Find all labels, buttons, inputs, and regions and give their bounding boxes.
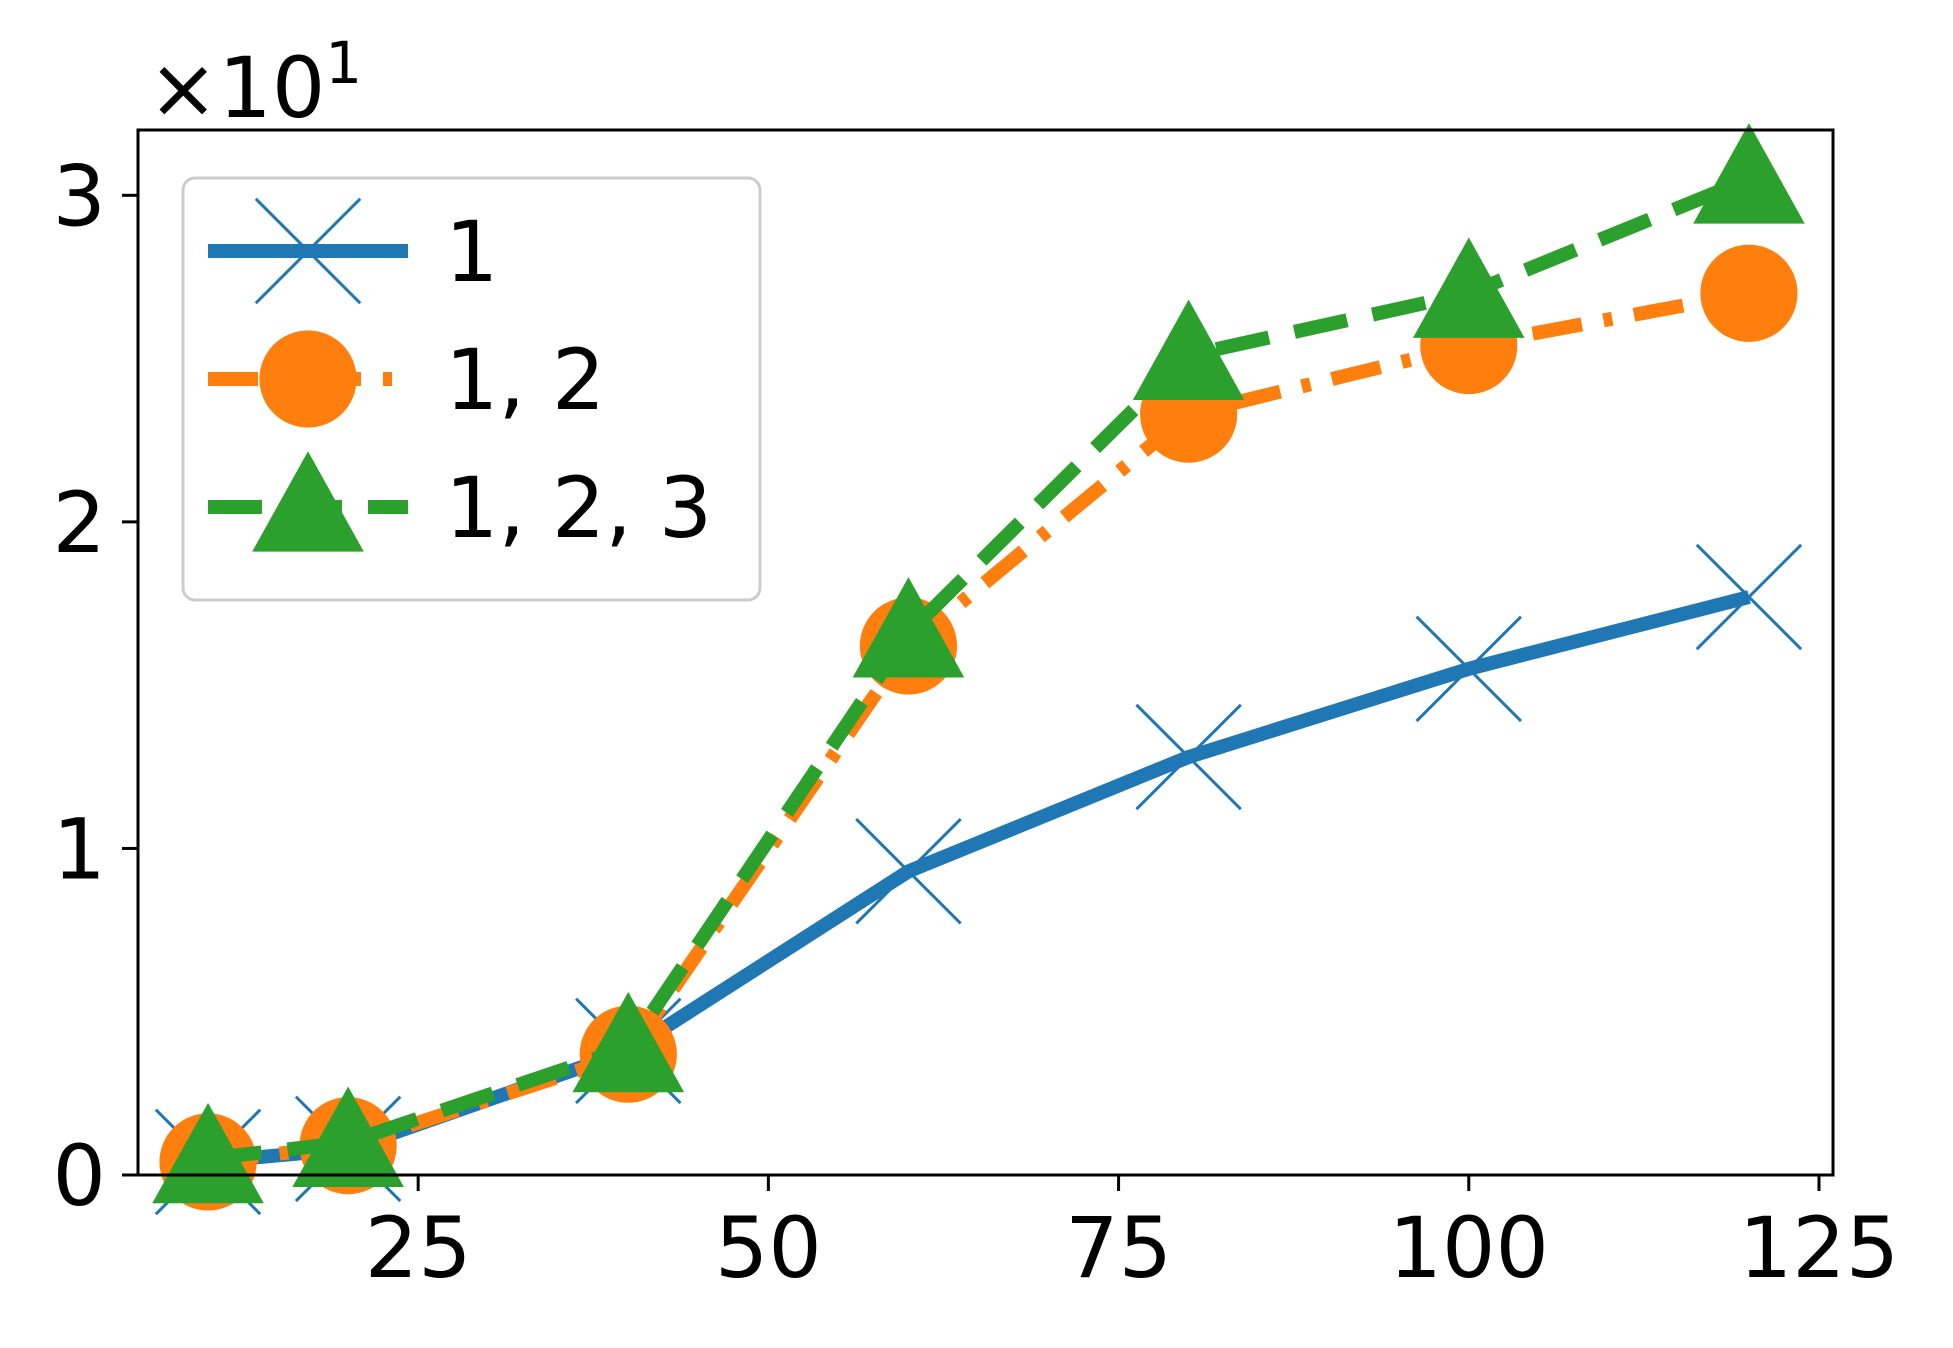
data-point-marker	[1135, 703, 1242, 811]
series-layer	[152, 123, 1805, 1216]
legend: 1 1, 2 1, 2, 3	[181, 176, 762, 602]
data-point-marker	[855, 818, 962, 925]
legend-label: 1, 2, 3	[445, 459, 712, 557]
data-point-marker	[572, 991, 685, 1093]
axes-layer: 25 50 75 100 125 0 1 2 3	[53, 147, 1900, 1297]
data-point-marker	[292, 1086, 404, 1187]
x-tick-label: 100	[1389, 1199, 1549, 1297]
legend-label: 1, 2	[445, 331, 605, 429]
data-point-marker	[1693, 123, 1805, 224]
x-tick-label: 125	[1739, 1199, 1899, 1297]
data-point-marker	[852, 577, 965, 678]
y-tick-label: 0	[53, 1127, 106, 1225]
legend-label: 1	[445, 203, 498, 301]
x-tick-label: 75	[1065, 1199, 1172, 1297]
legend-item-2: 1, 2	[208, 330, 605, 429]
data-point-marker	[1132, 299, 1245, 400]
legend-item-3: 1, 2, 3	[208, 451, 712, 557]
legend-item-1: 1	[208, 197, 498, 305]
data-point-marker	[1700, 244, 1798, 342]
y-tick-label: 2	[53, 474, 106, 572]
data-point-marker	[1415, 615, 1523, 723]
legend-marker	[254, 197, 362, 305]
x-tick-label: 25	[365, 1199, 472, 1297]
y-tick-label: 1	[53, 800, 106, 898]
legend-marker	[259, 330, 357, 428]
y-multiplier-label: ×101	[148, 29, 362, 137]
series-3	[152, 123, 1805, 1204]
plot-frame	[136, 128, 1835, 1177]
legend-marker	[252, 451, 364, 552]
data-point-marker	[1412, 237, 1525, 338]
data-point-marker	[1695, 543, 1803, 651]
y-tick-label: 3	[53, 147, 106, 245]
x-tick-label: 50	[715, 1199, 822, 1297]
data-point-marker	[152, 1102, 264, 1204]
